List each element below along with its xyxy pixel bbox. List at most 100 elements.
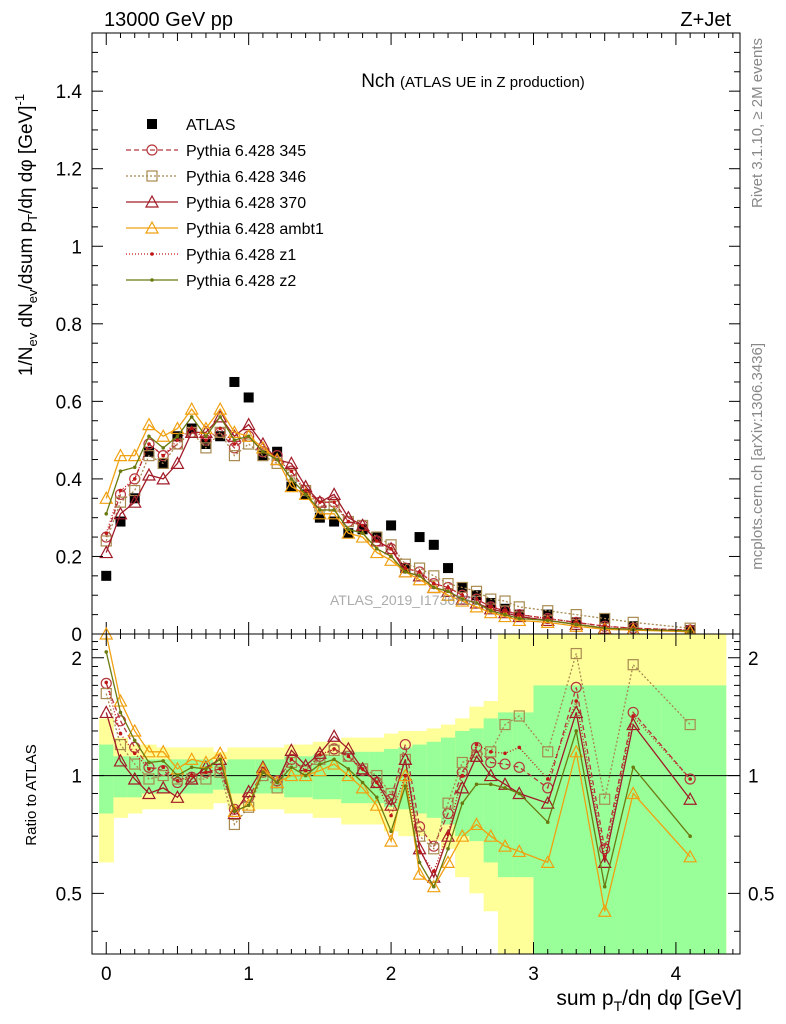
data-point [147,434,151,439]
data-point [198,421,213,435]
data-point [284,479,299,493]
ratio-point [455,828,470,842]
data-point [574,622,579,627]
data-point [471,590,482,601]
uncertainty-band-inner [312,754,328,800]
ratio-point [312,746,327,759]
data-point [204,434,208,439]
legend-entry: Pythia 6.428 ambt1 [126,220,324,238]
data-point [628,621,639,632]
ratio-point [303,768,308,773]
data-point [513,601,525,613]
ratio-point [228,818,241,831]
ratio-point [488,750,493,754]
main-panel-ticks: 0 0.2 0.4 0.6 0.8 1 1.2 1.4 [56,33,740,646]
x-tick-label: 1 [243,964,254,985]
x-tick-label: 0 [101,964,112,985]
uncertainty-band-inner [661,685,727,954]
ratio-y-tick-label: 1 [71,767,82,788]
ratio-point [542,746,554,758]
ratio-point [332,747,336,751]
ratio-point [360,767,365,771]
data-point [184,401,199,415]
ratio-point [631,714,635,718]
ratio-point [261,770,265,775]
ratio-point [441,828,456,842]
data-point [432,581,436,586]
chart-title-main: Nch [361,71,395,92]
data-point [341,525,356,539]
data-point [517,612,522,617]
ratio-point [189,765,194,770]
ratio-point [417,860,422,865]
data-point [327,487,342,501]
ratio-point [602,855,607,859]
data-point [243,392,254,403]
ratio-point [371,769,383,782]
data-point [298,487,313,501]
data-point [503,608,507,613]
ratio-point [284,743,299,756]
data-point [270,452,285,466]
ratio-point [441,855,456,868]
data-point [360,523,365,528]
data-point [141,467,156,481]
data-point [104,531,109,535]
data-point [161,446,166,450]
ratio-point [474,782,479,787]
ratio-y-tick-label: 1 [748,767,759,788]
uncertainty-band-inner [561,685,591,954]
data-point [428,539,439,550]
legend-marker [146,170,158,182]
data-point [232,442,237,446]
ratio-point [398,752,413,765]
data-point [213,401,228,415]
ratio-point [355,780,370,794]
data-point [170,421,185,435]
data-point [386,520,397,531]
data-point [460,593,465,598]
ratio-point [184,752,199,765]
ratio-point [298,768,313,782]
ratio-point [118,731,123,736]
data-point [318,500,322,504]
ratio-point [483,828,498,842]
ratio-point [684,718,696,731]
legend-label: Pythia 6.428 346 [186,169,306,186]
data-point [229,376,240,387]
ratio-y-tick-label: 2 [71,649,82,670]
data-point [132,477,137,481]
ratio-point [312,763,327,777]
ratio-point [398,768,413,782]
ratio-y-axis-label: Ratio to ATLAS [23,744,40,845]
data-point [218,426,222,431]
data-point [329,516,340,527]
data-point [243,438,255,450]
data-point [389,554,393,559]
data-point [426,580,441,594]
legend-marker [144,194,160,208]
ratio-point [132,751,137,756]
ratio-point [127,771,142,785]
data-point [389,546,393,551]
ratio-point [574,699,579,703]
data-point [170,456,185,469]
data-point [500,603,511,614]
main-y-axis-label: 1/Nev dNev/dsum pT/dη dφ [GeV]-1 [12,94,40,376]
data-point [403,570,408,574]
ratio-point [384,833,399,847]
legend: ATLAS Pythia 6.428 345 Pythia 6.428 346 Pyt… [126,117,324,290]
uncertainty-band-inner [618,685,663,954]
ratio-point [428,843,440,855]
ratio-point [403,773,408,778]
x-tick-label: 3 [528,964,539,985]
uncertainty-band-inner [426,741,442,818]
data-point [132,465,137,470]
ratio-point [327,756,342,770]
ratio-point [460,801,465,805]
data-point [517,616,522,621]
ratio-point [503,786,507,790]
ratio-point [545,777,550,781]
data-point [332,508,336,512]
data-point [227,425,242,438]
